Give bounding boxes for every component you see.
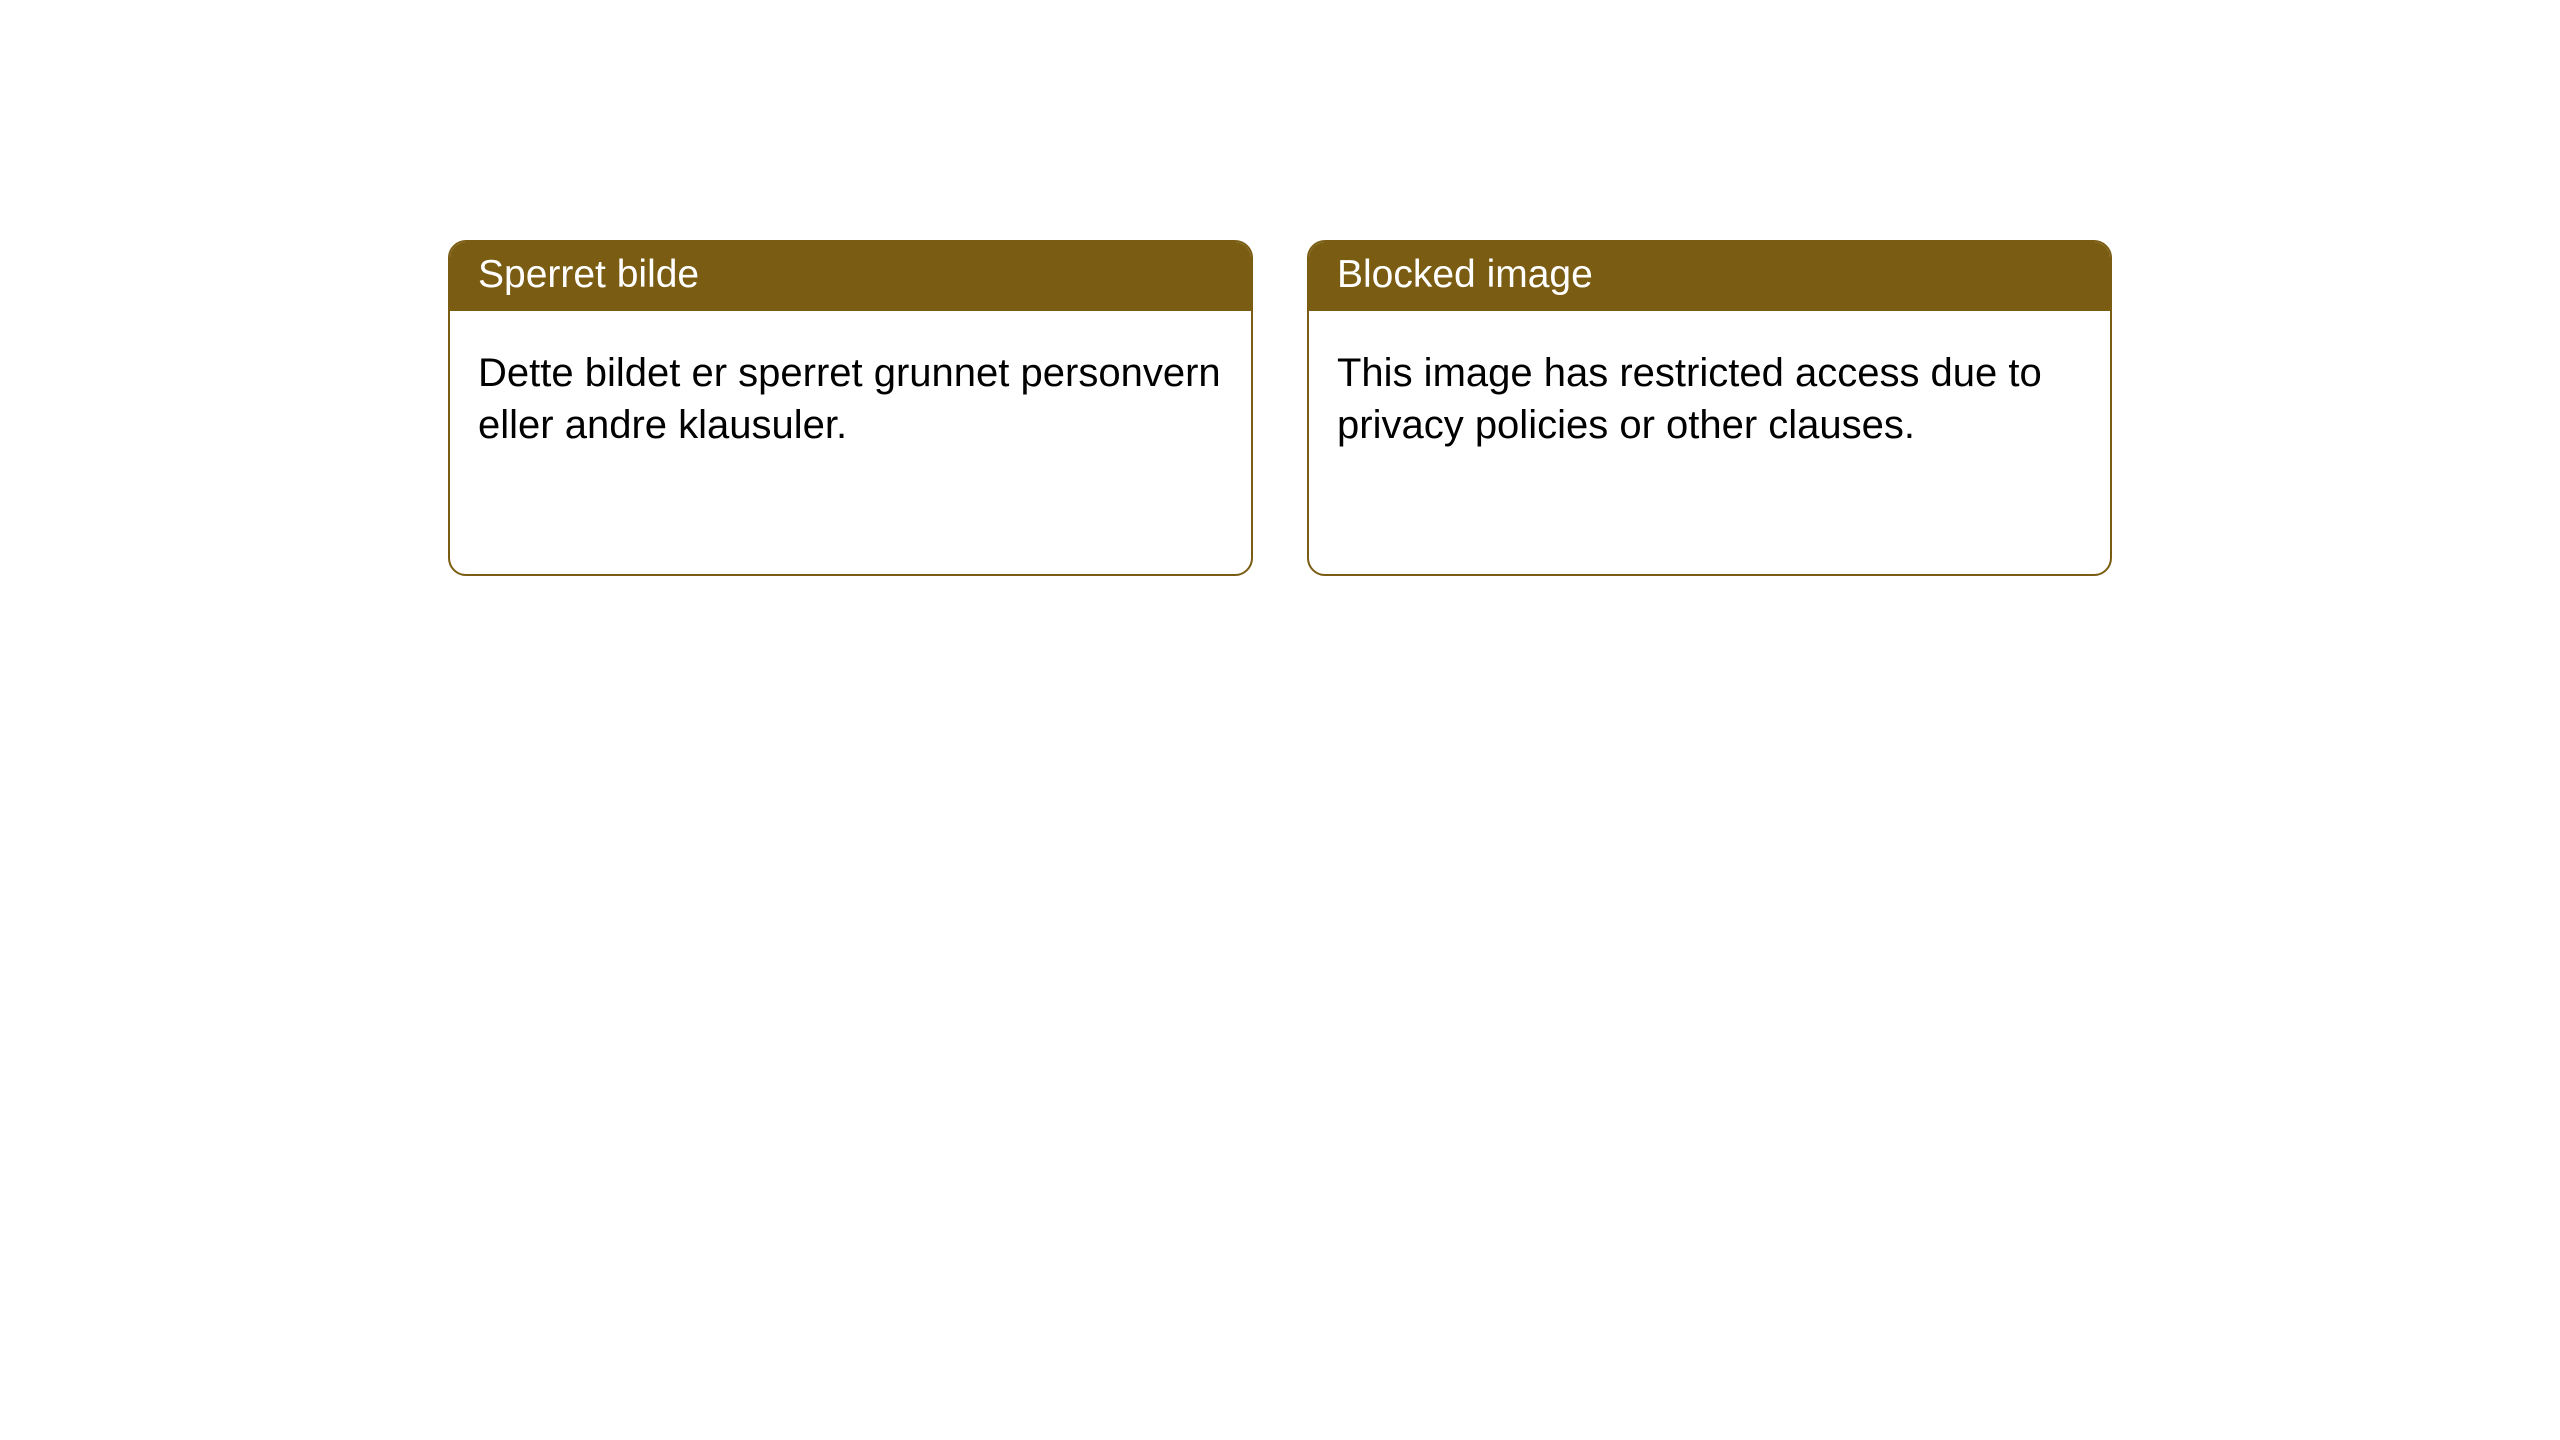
card-header: Sperret bilde [450,242,1251,311]
card-body: Dette bildet er sperret grunnet personve… [450,311,1251,487]
notice-cards-container: Sperret bilde Dette bildet er sperret gr… [0,0,2560,576]
notice-card-norwegian: Sperret bilde Dette bildet er sperret gr… [448,240,1253,576]
card-header: Blocked image [1309,242,2110,311]
card-body: This image has restricted access due to … [1309,311,2110,487]
notice-card-english: Blocked image This image has restricted … [1307,240,2112,576]
